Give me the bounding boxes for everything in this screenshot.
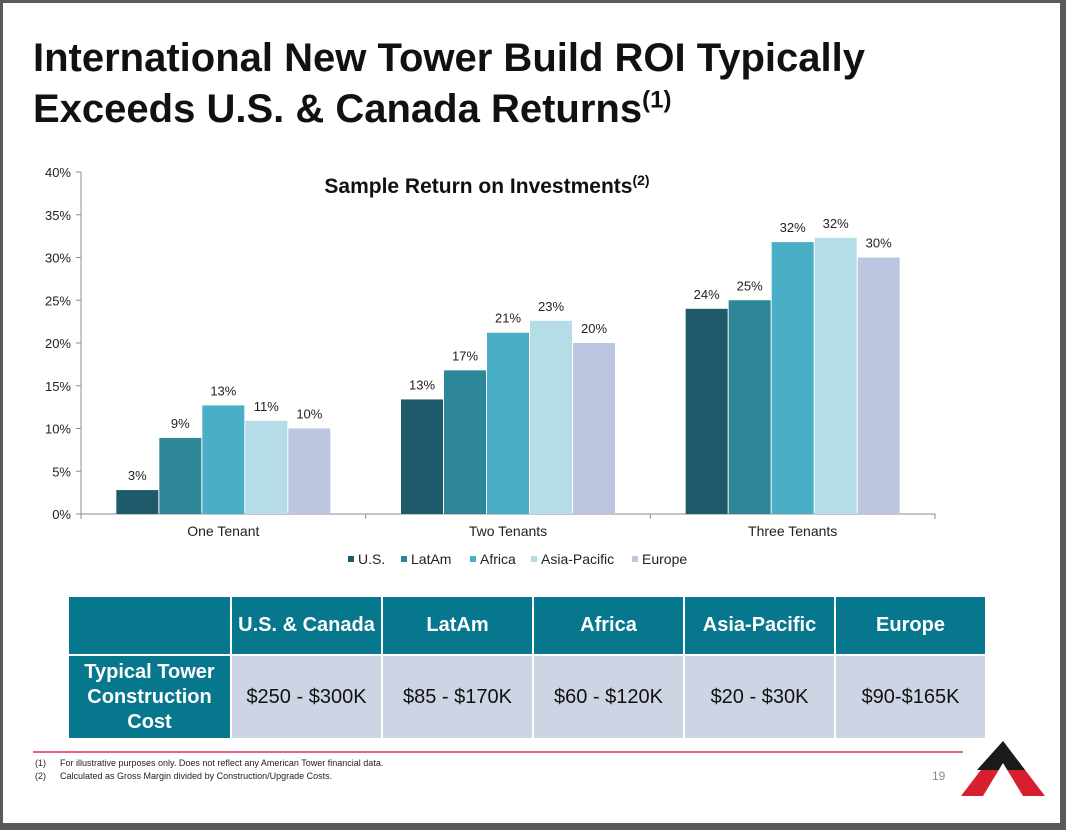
table-cell-us-canada: $250 - $300K <box>232 656 381 738</box>
title-line-2: Exceeds U.S. & Canada Returns <box>33 87 643 131</box>
bar <box>288 428 331 514</box>
table-header-africa: Africa <box>534 597 683 654</box>
bar <box>685 308 728 514</box>
bar <box>814 237 857 514</box>
y-tick-label: 30% <box>45 251 71 266</box>
y-tick-label: 5% <box>52 464 71 479</box>
bar-value-label: 21% <box>495 311 521 326</box>
table-cell-europe: $90-$165K <box>836 656 985 738</box>
legend-swatch <box>401 556 407 562</box>
bar <box>202 405 245 514</box>
table-row-label: Typical Tower Construction Cost <box>69 656 230 738</box>
table-header-latam: LatAm <box>383 597 532 654</box>
footnote-1-number: (1) <box>35 758 46 768</box>
table-header-europe: Europe <box>836 597 985 654</box>
bar <box>573 343 615 514</box>
bar-value-label: 11% <box>254 399 279 414</box>
legend-swatch <box>632 556 638 562</box>
bar <box>116 490 159 514</box>
bar-value-label: 9% <box>171 416 190 431</box>
y-tick-label: 35% <box>45 208 71 223</box>
bar-value-label: 13% <box>409 377 435 392</box>
bar <box>530 320 572 514</box>
bar-value-label: 23% <box>538 299 564 314</box>
table-header-asia-pacific: Asia-Pacific <box>685 597 834 654</box>
footnote-2-text: Calculated as Gross Margin divided by Co… <box>60 771 333 781</box>
bar <box>245 420 288 514</box>
bar-value-label: 25% <box>737 278 763 293</box>
footnote-2-number: (2) <box>35 771 46 781</box>
title-line-1: International New Tower Build ROI Typica… <box>33 36 865 80</box>
roi-bar-chart: Sample Return on Investments(2) 0% 5% 10% 1… <box>45 165 936 567</box>
legend-swatch <box>531 556 537 562</box>
legend-label: U.S. <box>358 551 385 567</box>
y-tick-label: 0% <box>52 507 71 522</box>
bar-value-label: 10% <box>296 407 322 422</box>
bar <box>159 437 202 514</box>
table-cell-africa: $60 - $120K <box>534 656 683 738</box>
title-footnote-ref: (1) <box>642 86 672 114</box>
y-tick-label: 25% <box>45 293 71 308</box>
bar <box>401 399 443 514</box>
legend-label: Europe <box>642 551 687 567</box>
slide-title: International New Tower Build ROI Typica… <box>33 33 865 135</box>
chart-legend: U.S. LatAm Africa Asia-Pacific Europe <box>348 551 687 567</box>
logo-white-notch <box>983 763 1023 796</box>
footnote-1: (1) For illustrative purposes only. Does … <box>35 758 383 768</box>
table-corner-cell <box>69 597 230 654</box>
x-category-label: One Tenant <box>187 523 259 539</box>
legend-swatch <box>470 556 476 562</box>
footnote-divider <box>33 751 963 753</box>
company-logo <box>961 741 1045 796</box>
bar <box>487 332 529 514</box>
bar <box>444 370 486 514</box>
footnote-2: (2) Calculated as Gross Margin divided by… <box>35 771 332 781</box>
chart-bars <box>116 237 900 515</box>
chart-bar-labels: 3% 9% 13% 11% 10% 13% 17% 21% 23% 20% 24% 25% 32% 32%… <box>128 216 892 483</box>
legend-label: LatAm <box>411 551 451 567</box>
bar <box>857 257 900 514</box>
slide: International New Tower Build ROI Typica… <box>3 3 1060 823</box>
bar-value-label: 24% <box>694 287 720 302</box>
bar-value-label: 20% <box>581 321 607 336</box>
y-tick-label: 10% <box>45 422 71 437</box>
x-category-label: Three Tenants <box>748 523 837 539</box>
legend-swatch <box>348 556 354 562</box>
table-header-row: U.S. & Canada LatAm Africa Asia-Pacific … <box>69 597 985 654</box>
y-tick-label: 40% <box>45 165 71 180</box>
legend-label: Asia-Pacific <box>541 551 614 567</box>
bar-value-label: 13% <box>210 383 236 398</box>
bar-value-label: 17% <box>452 348 478 363</box>
footnote-1-text: For illustrative purposes only. Does not… <box>60 758 384 768</box>
bar-value-label: 32% <box>780 220 806 235</box>
table-header-us-canada: U.S. & Canada <box>232 597 381 654</box>
chart-title: Sample Return on Investments(2) <box>324 172 649 198</box>
construction-cost-table: U.S. & Canada LatAm Africa Asia-Pacific … <box>67 595 987 740</box>
bar-value-label: 30% <box>866 236 892 251</box>
bar-value-label: 32% <box>823 216 849 231</box>
legend-label: Africa <box>480 551 516 567</box>
logo-dark-triangle <box>977 741 1025 770</box>
bar <box>728 300 771 514</box>
x-category-label: Two Tenants <box>469 523 547 539</box>
page-number: 19 <box>932 769 946 783</box>
y-tick-label: 20% <box>45 336 71 351</box>
bar-value-label: 3% <box>128 468 147 483</box>
table-cell-latam: $85 - $170K <box>383 656 532 738</box>
table-cell-asia-pacific: $20 - $30K <box>685 656 834 738</box>
bar <box>771 242 814 515</box>
y-tick-label: 15% <box>45 379 71 394</box>
table-row: Typical Tower Construction Cost $250 - $… <box>69 656 985 738</box>
